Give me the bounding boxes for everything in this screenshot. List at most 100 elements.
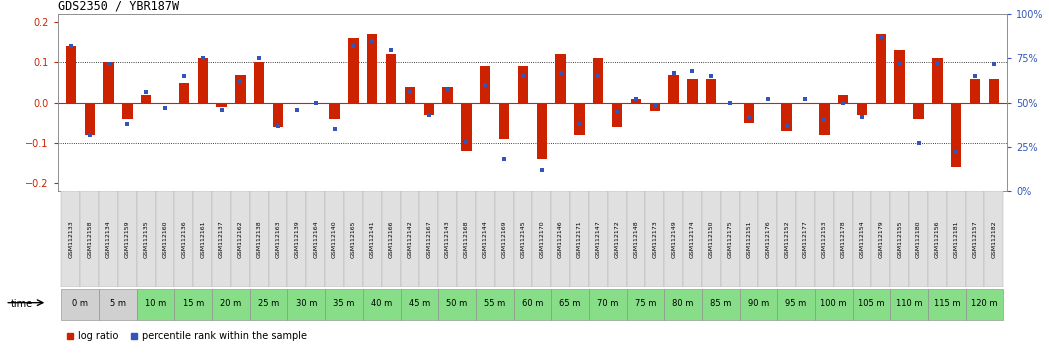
Bar — [664, 191, 683, 287]
Bar — [607, 191, 626, 287]
Bar — [212, 191, 231, 287]
Bar — [495, 191, 514, 287]
Bar — [819, 103, 830, 135]
Text: 45 m: 45 m — [409, 299, 430, 308]
Text: 120 m: 120 m — [971, 299, 998, 308]
Text: 70 m: 70 m — [597, 299, 619, 308]
Text: GSM112181: GSM112181 — [954, 220, 959, 258]
Text: 95 m: 95 m — [786, 299, 807, 308]
Text: 55 m: 55 m — [484, 299, 506, 308]
Text: GSM112173: GSM112173 — [652, 220, 658, 258]
Text: 105 m: 105 m — [858, 299, 884, 308]
Text: GSM112154: GSM112154 — [859, 220, 864, 258]
Bar — [928, 289, 965, 320]
Bar — [287, 289, 325, 320]
Bar — [367, 34, 378, 103]
Bar — [740, 289, 777, 320]
Bar — [612, 103, 622, 127]
Bar — [645, 191, 664, 287]
Bar — [273, 103, 283, 127]
Text: 100 m: 100 m — [820, 299, 847, 308]
Bar — [965, 289, 1003, 320]
Text: GSM112176: GSM112176 — [766, 220, 770, 258]
Bar — [382, 191, 401, 287]
Bar — [853, 191, 872, 287]
Text: GSM112166: GSM112166 — [388, 220, 393, 258]
Text: GSM112137: GSM112137 — [219, 220, 224, 258]
Text: GSM112150: GSM112150 — [709, 220, 713, 258]
Bar — [136, 289, 174, 320]
Text: GSM112168: GSM112168 — [464, 220, 469, 258]
Bar — [777, 289, 815, 320]
Bar — [405, 87, 415, 103]
Text: 65 m: 65 m — [559, 299, 581, 308]
Bar — [928, 191, 947, 287]
Text: GSM112171: GSM112171 — [577, 220, 582, 258]
Text: GSM112136: GSM112136 — [181, 220, 187, 258]
Bar — [758, 191, 777, 287]
Bar — [499, 103, 510, 139]
Text: GSM112172: GSM112172 — [615, 220, 620, 258]
Bar — [947, 191, 965, 287]
Bar — [914, 103, 924, 119]
Bar — [401, 289, 438, 320]
Bar — [970, 79, 980, 103]
Bar — [100, 289, 136, 320]
Legend: log ratio, percentile rank within the sample: log ratio, percentile rank within the sa… — [63, 327, 311, 345]
Bar — [834, 191, 853, 287]
Bar — [235, 74, 245, 103]
Bar — [876, 34, 886, 103]
Bar — [174, 289, 212, 320]
Text: 75 m: 75 m — [635, 299, 656, 308]
Bar — [537, 103, 547, 159]
Text: GSM112175: GSM112175 — [728, 220, 732, 258]
Text: GSM112134: GSM112134 — [106, 220, 111, 258]
Bar — [363, 191, 382, 287]
Bar — [306, 191, 325, 287]
Bar — [706, 79, 716, 103]
Bar — [514, 289, 551, 320]
Bar — [81, 191, 100, 287]
Bar — [702, 191, 721, 287]
Text: 10 m: 10 m — [145, 299, 167, 308]
Bar — [136, 191, 155, 287]
Bar — [443, 87, 453, 103]
Text: 20 m: 20 m — [220, 299, 241, 308]
Bar — [287, 191, 306, 287]
Text: 60 m: 60 m — [521, 299, 543, 308]
Bar — [231, 191, 250, 287]
Bar — [216, 103, 227, 107]
Text: 30 m: 30 m — [296, 299, 317, 308]
Text: GSM112140: GSM112140 — [333, 220, 337, 258]
Bar — [462, 103, 472, 151]
Bar — [909, 191, 928, 287]
Bar — [782, 103, 792, 131]
Bar — [988, 79, 999, 103]
Text: GDS2350 / YBR187W: GDS2350 / YBR187W — [58, 0, 178, 13]
Bar — [891, 191, 909, 287]
Text: time: time — [10, 299, 33, 309]
Text: GSM112161: GSM112161 — [200, 220, 206, 258]
Bar — [872, 191, 891, 287]
Bar — [104, 62, 113, 103]
Bar — [951, 103, 961, 167]
Text: GSM112160: GSM112160 — [163, 220, 168, 258]
Text: GSM112152: GSM112152 — [785, 220, 789, 258]
Bar — [796, 191, 815, 287]
Bar — [744, 103, 754, 123]
Text: GSM112149: GSM112149 — [671, 220, 677, 258]
Text: GSM112162: GSM112162 — [238, 220, 243, 258]
Text: 25 m: 25 m — [258, 299, 279, 308]
Text: GSM112147: GSM112147 — [596, 220, 601, 258]
Bar — [626, 289, 664, 320]
Bar — [555, 55, 565, 103]
Text: 50 m: 50 m — [447, 299, 468, 308]
Text: GSM112139: GSM112139 — [295, 220, 299, 258]
Text: GSM112153: GSM112153 — [821, 220, 827, 258]
Bar — [815, 289, 853, 320]
Bar — [62, 289, 100, 320]
Bar — [100, 191, 117, 287]
Bar — [212, 289, 250, 320]
Bar — [62, 191, 81, 287]
Text: 15 m: 15 m — [183, 299, 204, 308]
